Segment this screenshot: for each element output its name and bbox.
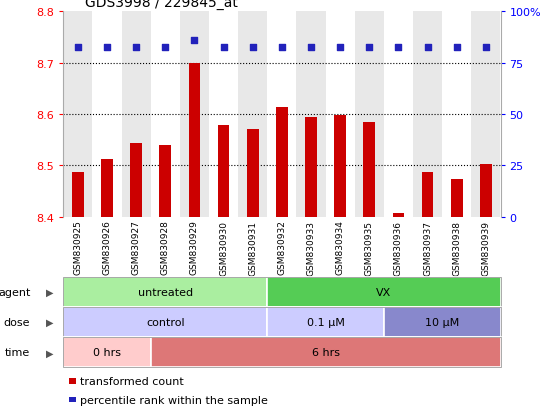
- Bar: [364, 123, 375, 217]
- Point: [102, 45, 111, 52]
- Bar: [276, 108, 288, 217]
- Point: [365, 45, 374, 52]
- Point: [482, 45, 491, 52]
- Bar: [355, 12, 384, 217]
- Text: control: control: [146, 317, 185, 328]
- Bar: [296, 12, 326, 217]
- Point: [219, 45, 228, 52]
- Text: transformed count: transformed count: [80, 376, 184, 386]
- Text: VX: VX: [376, 287, 392, 297]
- Bar: [209, 12, 238, 217]
- Bar: [122, 12, 151, 217]
- Bar: [101, 159, 113, 217]
- Point: [248, 45, 257, 52]
- Text: GDS3998 / 229845_at: GDS3998 / 229845_at: [85, 0, 238, 10]
- Point: [452, 45, 461, 52]
- Bar: [92, 12, 122, 217]
- Point: [161, 45, 169, 52]
- Text: percentile rank within the sample: percentile rank within the sample: [80, 395, 268, 405]
- Point: [307, 45, 316, 52]
- Bar: [189, 64, 200, 217]
- Bar: [305, 117, 317, 217]
- Bar: [238, 12, 267, 217]
- Bar: [451, 179, 463, 217]
- Bar: [480, 165, 492, 217]
- Text: dose: dose: [4, 317, 30, 328]
- Bar: [267, 12, 296, 217]
- Bar: [384, 12, 413, 217]
- Bar: [130, 144, 142, 217]
- Bar: [72, 173, 84, 217]
- Text: ▶: ▶: [46, 317, 53, 328]
- Bar: [218, 126, 229, 217]
- Bar: [393, 213, 404, 217]
- Point: [74, 45, 82, 52]
- Text: agent: agent: [0, 287, 30, 297]
- Bar: [180, 12, 209, 217]
- Bar: [326, 12, 355, 217]
- Bar: [247, 130, 258, 217]
- Point: [423, 45, 432, 52]
- Point: [132, 45, 141, 52]
- Bar: [471, 12, 500, 217]
- Text: 10 μM: 10 μM: [425, 317, 459, 328]
- Bar: [442, 12, 471, 217]
- Text: ▶: ▶: [46, 347, 53, 358]
- Bar: [160, 145, 171, 217]
- Bar: [151, 12, 180, 217]
- Bar: [413, 12, 442, 217]
- Text: 6 hrs: 6 hrs: [312, 347, 339, 358]
- Point: [190, 37, 199, 44]
- Bar: [422, 173, 433, 217]
- Text: untreated: untreated: [138, 287, 193, 297]
- Point: [394, 45, 403, 52]
- Bar: [63, 12, 92, 217]
- Text: 0 hrs: 0 hrs: [93, 347, 121, 358]
- Point: [336, 45, 344, 52]
- Text: 0.1 μM: 0.1 μM: [307, 317, 344, 328]
- Text: time: time: [5, 347, 30, 358]
- Text: ▶: ▶: [46, 287, 53, 297]
- Point: [277, 45, 286, 52]
- Bar: [334, 116, 346, 217]
